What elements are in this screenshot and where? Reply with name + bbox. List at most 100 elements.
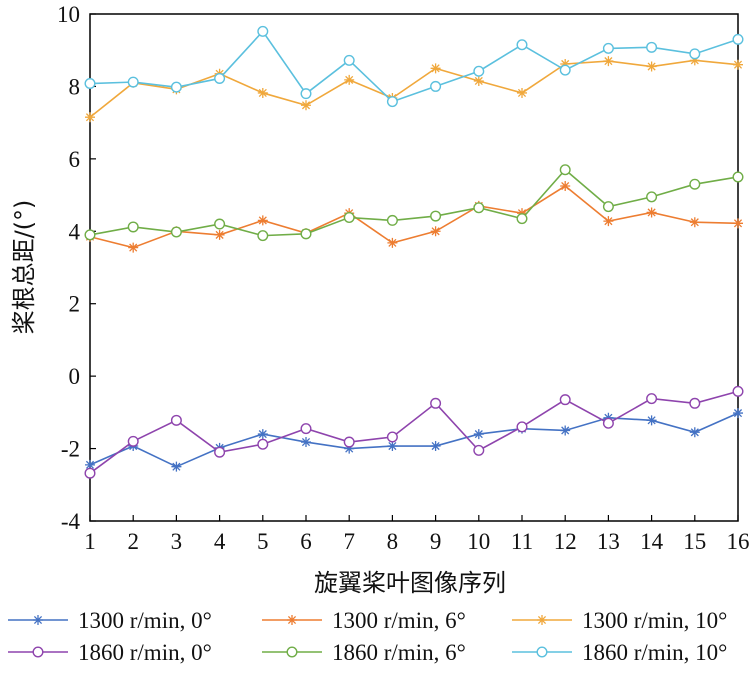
data-point [430, 63, 441, 74]
series-4 [84, 385, 744, 479]
data-point [560, 425, 571, 436]
legend: 1300 r/min, 0° 1300 r/min, 6° 1300 r/min, … [8, 608, 727, 665]
data-point [646, 61, 657, 72]
series-line [89, 412, 739, 468]
data-point [559, 64, 571, 76]
data-point [689, 178, 701, 190]
series-line [89, 30, 739, 103]
x-tick-label: 15 [683, 529, 706, 554]
data-point [127, 435, 139, 447]
x-tick-label: 3 [171, 529, 183, 554]
x-axis-title: 旋翼桨叶图像序列 [314, 569, 506, 597]
legend-item: 1860 r/min, 6° [262, 640, 466, 665]
data-point [689, 397, 701, 409]
series-line [89, 390, 739, 474]
data-point [127, 221, 139, 233]
data-point [689, 217, 700, 228]
y-tick-label: -4 [61, 509, 81, 534]
data-point [343, 212, 355, 224]
data-point [602, 417, 614, 429]
data-point [733, 218, 743, 229]
data-point [84, 467, 96, 479]
data-point [214, 218, 226, 230]
y-tick-label: -2 [61, 437, 80, 462]
y-tick-label: 8 [69, 74, 81, 99]
data-point [603, 216, 614, 227]
data-point [646, 41, 658, 53]
y-tick-label: 6 [69, 147, 81, 172]
legend-swatch-marker [537, 615, 547, 625]
data-point [733, 59, 743, 70]
data-point [689, 427, 700, 438]
legend-swatch-marker [286, 646, 298, 658]
data-point [732, 385, 744, 397]
data-point [516, 39, 528, 51]
series-line [89, 185, 739, 249]
x-tick-label: 13 [597, 529, 620, 554]
data-point [344, 74, 355, 85]
data-point [344, 443, 355, 454]
y-tick-label: 10 [57, 2, 80, 27]
data-point [84, 78, 96, 90]
data-point [473, 444, 485, 456]
series-5 [84, 164, 744, 242]
data-point [214, 72, 226, 84]
data-point [257, 87, 268, 98]
data-point [646, 191, 658, 203]
plot-frame [89, 13, 739, 522]
legend-item: 1860 r/min, 0° [8, 640, 212, 665]
data-point [387, 441, 398, 452]
x-tick-label: 14 [640, 529, 664, 554]
legend-swatch-marker [287, 615, 297, 625]
data-point [386, 214, 398, 226]
x-tick-label: 9 [430, 529, 442, 554]
data-point [300, 423, 312, 435]
data-point [300, 228, 312, 240]
data-point [473, 75, 484, 86]
series-2 [85, 181, 743, 253]
data-point [387, 237, 398, 248]
data-point [560, 181, 571, 192]
data-point [646, 393, 658, 405]
series-layer [84, 25, 744, 479]
data-point [257, 438, 269, 450]
data-point [733, 408, 743, 419]
data-point [517, 87, 527, 98]
x-tick-label: 12 [554, 529, 577, 554]
legend-item: 1300 r/min, 6° [262, 608, 466, 633]
legend-label: 1300 r/min, 0° [78, 608, 212, 633]
data-point [300, 88, 312, 100]
legend-swatch-marker [32, 646, 44, 658]
y-tick-label: 0 [69, 364, 81, 389]
data-point [646, 415, 657, 426]
legend-item: 1300 r/min, 0° [8, 608, 212, 633]
data-point [430, 226, 441, 237]
data-point [689, 55, 700, 66]
series-line [89, 59, 739, 118]
data-point [257, 429, 268, 440]
y-tick-label: 4 [69, 219, 81, 244]
data-point [689, 48, 701, 60]
data-point [602, 201, 614, 213]
data-point [386, 96, 398, 108]
data-point [559, 394, 571, 406]
data-point [560, 58, 571, 69]
data-point [646, 207, 657, 218]
data-point [170, 226, 182, 238]
x-tick-label: 8 [387, 529, 399, 554]
legend-label: 1860 r/min, 0° [78, 640, 212, 665]
x-tick-label: 1 [84, 529, 96, 554]
data-point [602, 42, 614, 54]
series-line [89, 168, 739, 237]
legend-item: 1300 r/min, 10° [512, 608, 727, 633]
data-point [430, 210, 442, 222]
legend-label: 1860 r/min, 10° [582, 640, 727, 665]
data-point [170, 81, 182, 93]
data-point [732, 33, 744, 45]
data-point [85, 459, 95, 470]
legend-label: 1300 r/min, 6° [332, 608, 466, 633]
data-point [85, 112, 95, 123]
data-point [473, 429, 484, 440]
data-point [473, 65, 485, 77]
